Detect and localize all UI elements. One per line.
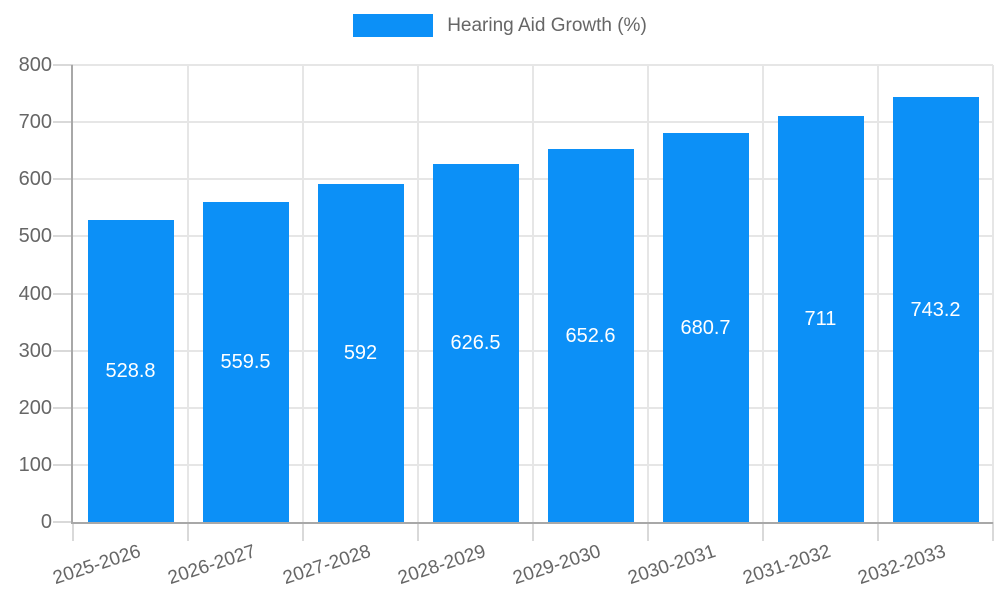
gridline-vertical [532,65,534,522]
x-tick-mark [532,522,534,541]
bar-value-label: 528.8 [105,359,156,382]
y-axis-line [71,65,73,524]
x-axis-label: 2028-2029 [395,541,488,590]
bar-value-label: 711 [804,307,837,330]
y-axis-label: 200 [18,396,52,419]
y-axis-label: 100 [18,453,52,476]
y-tick-mark [53,521,73,523]
x-axis-label: 2031-2032 [740,541,833,590]
x-tick-mark [417,522,419,541]
x-tick-mark [877,522,879,541]
legend-label: Hearing Aid Growth (%) [447,15,647,36]
x-axis-label: 2026-2027 [165,541,258,590]
gridline-vertical [647,65,649,522]
bar-2027-2028 [317,183,404,522]
gridline-vertical [992,65,994,522]
bar-2028-2029 [432,164,519,522]
bar-value-label: 559.5 [220,351,271,374]
x-axis-label: 2029-2030 [510,541,603,590]
x-tick-mark [72,522,74,541]
bar-2032-2033 [892,97,979,522]
x-tick-mark [187,522,189,541]
bar-2029-2030 [547,149,634,522]
bar-value-label: 680.7 [680,316,731,339]
y-axis-label: 500 [18,225,52,248]
gridline-vertical [762,65,764,522]
x-axis-line [73,522,993,524]
y-axis-label: 400 [18,282,52,305]
y-tick-mark [53,406,73,409]
x-tick-mark [992,522,994,541]
legend-swatch [353,14,434,37]
gridline-vertical [187,65,189,522]
y-axis-label: 800 [18,54,52,76]
bar-value-label: 652.6 [565,324,616,347]
gridline-vertical [302,65,304,522]
gridline-vertical [417,65,419,522]
y-tick-mark [53,178,73,181]
bar-2031-2032 [777,115,864,522]
bar-2026-2027 [202,202,289,522]
x-axis-label: 2030-2031 [625,541,718,590]
y-tick-mark [53,463,73,466]
x-tick-mark [647,522,649,541]
x-axis-label: 2032-2033 [855,541,948,590]
y-tick-mark [53,292,73,295]
bar-2030-2031 [662,133,749,522]
y-axis-label: 600 [18,168,52,191]
x-axis-label: 2025-2026 [50,541,143,590]
bar-2025-2026 [87,219,174,522]
y-tick-mark [53,349,73,352]
bar-value-label: 743.2 [910,298,961,321]
y-axis-label: 300 [18,339,52,362]
y-axis-label: 0 [40,511,52,533]
bar-value-label: 626.5 [450,332,501,355]
x-tick-mark [762,522,764,541]
x-tick-mark [302,522,304,541]
y-tick-mark [53,64,73,66]
legend-item[interactable]: Hearing Aid Growth (%) [0,14,1000,37]
y-tick-mark [53,235,73,238]
y-axis-label: 700 [18,111,52,134]
y-tick-mark [53,121,73,124]
bar-value-label: 592 [343,341,378,364]
x-axis-label: 2027-2028 [280,541,373,590]
gridline-vertical [877,65,879,522]
